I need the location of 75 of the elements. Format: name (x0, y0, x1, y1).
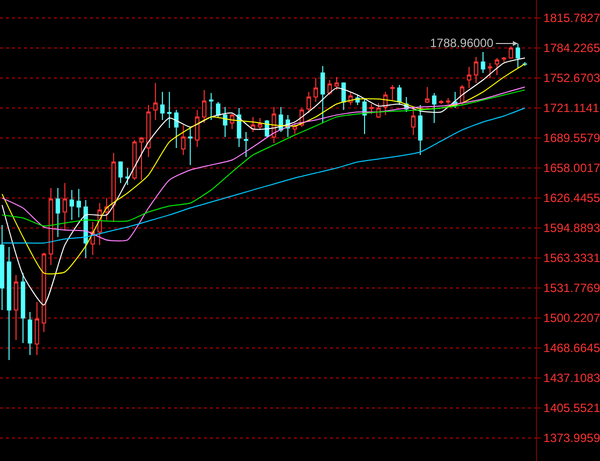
candlestick (48, 187, 54, 266)
candlestick (390, 84, 395, 101)
y-tick-label: 1752.6703 (543, 71, 600, 86)
candlestick (334, 76, 339, 90)
candlestick (258, 117, 262, 130)
candlestick (125, 167, 130, 186)
candlestick (314, 77, 318, 103)
candlestick (488, 62, 492, 78)
candlestick (432, 92, 436, 124)
candlestick (6, 246, 12, 361)
candlestick (208, 92, 214, 120)
candlestick (42, 252, 46, 332)
candlestick (0, 224, 4, 311)
y-tick-label: 1468.6645 (543, 341, 600, 356)
candlestick (202, 89, 206, 124)
annotation: 1788.96000 (430, 36, 494, 50)
candlestick (466, 66, 472, 88)
candlestick (216, 102, 220, 118)
candlestick (84, 200, 88, 259)
y-tick-label: 1815.7827 (543, 11, 600, 26)
candlestick (20, 272, 26, 344)
candlestick (494, 57, 500, 76)
candlestick (118, 160, 123, 184)
candlestick (439, 100, 444, 105)
y-tick-label: 1658.0017 (543, 161, 600, 176)
candlestick (188, 126, 192, 166)
candlestick (244, 131, 248, 158)
y-tick-label: 1437.1083 (543, 371, 600, 386)
candlestick (292, 122, 298, 134)
candlestick (34, 302, 40, 356)
candlestick (153, 82, 158, 120)
candlestick (508, 46, 514, 59)
candlestick (236, 108, 242, 148)
candlestick (425, 86, 430, 104)
candlestick (146, 104, 151, 158)
candlestick (111, 152, 116, 222)
candlestick (474, 56, 478, 84)
y-tick-label: 1373.9959 (543, 431, 600, 446)
candlestick (446, 98, 450, 105)
candlestick (195, 110, 200, 148)
y-tick-label: 1531.7769 (543, 281, 600, 296)
candlestick (28, 312, 32, 356)
candlestick (181, 124, 186, 156)
candlestick (70, 189, 74, 220)
candlestick (306, 91, 311, 114)
candlestick (167, 91, 172, 128)
candlestick (502, 56, 506, 62)
candlestick (160, 91, 165, 120)
candlestick (369, 104, 374, 114)
candlestick (320, 65, 325, 124)
candlestick (14, 274, 18, 340)
candlestick (516, 42, 520, 68)
y-tick-label: 1689.5579 (543, 131, 600, 146)
candlestick (411, 108, 416, 136)
candlestick (362, 98, 367, 134)
candlestick (418, 104, 422, 156)
candlestick (76, 188, 81, 218)
candlestick (341, 82, 346, 110)
y-tick-label: 1784.2265 (543, 41, 600, 56)
y-tick-label: 1405.5521 (543, 401, 600, 416)
candlestick (327, 79, 332, 96)
candlestick (56, 187, 60, 238)
line-series (2, 108, 526, 244)
y-tick-label: 1563.3331 (543, 251, 600, 266)
y-tick-label: 1594.8893 (543, 221, 600, 236)
candlestick (222, 106, 228, 138)
candlestick (230, 112, 234, 130)
candlestick (62, 182, 68, 230)
candlestick (174, 110, 179, 149)
candlestick (397, 84, 402, 106)
y-tick-label: 1626.4455 (543, 191, 600, 206)
candlestick (139, 136, 144, 180)
y-tick-label: 1500.2207 (543, 311, 600, 326)
y-tick-label: 1721.1141 (543, 101, 600, 116)
candlestick (480, 52, 486, 74)
